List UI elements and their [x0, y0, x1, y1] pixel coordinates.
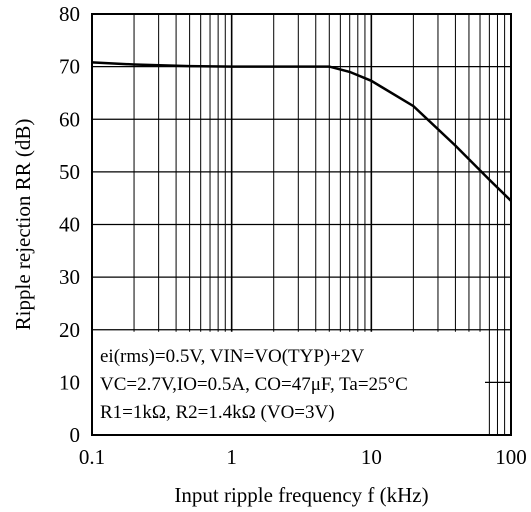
y-tick-label: 0: [70, 423, 81, 447]
x-tick-label: 1: [226, 445, 237, 469]
x-tick-labels: 0.1 1 10 100: [79, 445, 527, 469]
y-tick-label: 70: [59, 55, 80, 79]
y-tick-label: 30: [59, 265, 80, 289]
x-tick-label: 100: [495, 445, 527, 469]
x-axis-label: Input ripple frequency f (kHz): [174, 483, 428, 507]
conditions-box: [93, 331, 485, 434]
series-line: [91, 61, 512, 202]
y-tick-labels: 0 10 20 30 40 50 60 70 80: [59, 2, 80, 447]
y-tick-label: 20: [59, 318, 80, 342]
y-tick-label: 10: [59, 370, 80, 394]
y-axis-label: Ripple rejection RR (dB): [11, 119, 35, 331]
x-tick-label: 10: [361, 445, 382, 469]
conditions-line-2: VC=2.7V,IO=0.5A, CO=47μF, Ta=25°C: [100, 374, 408, 395]
y-tick-label: 60: [59, 107, 80, 131]
x-tick-label: 0.1: [79, 445, 105, 469]
y-tick-label: 50: [59, 160, 80, 184]
conditions-line-1: ei(rms)=0.5V, VIN=VO(TYP)+2V: [100, 346, 364, 367]
y-tick-label: 80: [59, 2, 80, 26]
plot-frame: [91, 13, 512, 436]
conditions-line-3: R1=1kΩ, R2=1.4kΩ (VO=3V): [100, 402, 335, 423]
y-tick-label: 40: [59, 213, 80, 237]
